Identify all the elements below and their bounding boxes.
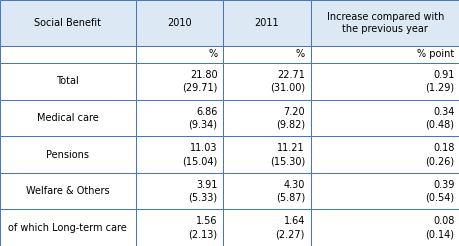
Text: 2010: 2010 — [167, 18, 191, 28]
Bar — [135, 63, 223, 100]
Text: 6.86
(9.34): 6.86 (9.34) — [188, 107, 217, 129]
Bar — [135, 136, 223, 173]
Text: Pensions: Pensions — [46, 150, 89, 160]
Text: Social Benefit: Social Benefit — [34, 18, 101, 28]
Text: 3.91
(5.33): 3.91 (5.33) — [188, 180, 217, 202]
Text: 11.03
(15.04): 11.03 (15.04) — [182, 143, 217, 166]
Text: Total: Total — [56, 77, 79, 87]
Text: of which Long-term care: of which Long-term care — [8, 223, 127, 233]
Bar — [135, 46, 223, 63]
Text: 11.21
(15.30): 11.21 (15.30) — [269, 143, 304, 166]
Text: 1.56
(2.13): 1.56 (2.13) — [188, 216, 217, 239]
Bar — [0, 136, 135, 173]
Text: Welfare & Others: Welfare & Others — [26, 186, 109, 196]
Bar — [0, 0, 135, 46]
Text: 21.80
(29.71): 21.80 (29.71) — [182, 70, 217, 93]
Bar — [310, 173, 459, 209]
Bar — [223, 100, 310, 136]
Bar — [223, 209, 310, 246]
Bar — [0, 173, 135, 209]
Text: 0.91
(1.29): 0.91 (1.29) — [425, 70, 453, 93]
Text: 0.18
(0.26): 0.18 (0.26) — [425, 143, 453, 166]
Bar — [0, 63, 135, 100]
Text: %: % — [208, 49, 217, 59]
Text: 0.08
(0.14): 0.08 (0.14) — [425, 216, 453, 239]
Bar — [310, 46, 459, 63]
Bar — [223, 136, 310, 173]
Bar — [0, 209, 135, 246]
Bar — [135, 0, 223, 46]
Text: % point: % point — [416, 49, 453, 59]
Text: Increase compared with
the previous year: Increase compared with the previous year — [326, 12, 443, 34]
Bar — [0, 100, 135, 136]
Bar — [135, 209, 223, 246]
Text: 0.34
(0.48): 0.34 (0.48) — [425, 107, 453, 129]
Bar — [310, 63, 459, 100]
Bar — [223, 0, 310, 46]
Text: 2011: 2011 — [254, 18, 279, 28]
Text: 0.39
(0.54): 0.39 (0.54) — [425, 180, 453, 202]
Bar — [0, 46, 135, 63]
Text: 7.20
(9.82): 7.20 (9.82) — [275, 107, 304, 129]
Text: 4.30
(5.87): 4.30 (5.87) — [275, 180, 304, 202]
Bar — [135, 100, 223, 136]
Bar — [223, 63, 310, 100]
Bar — [310, 100, 459, 136]
Bar — [310, 136, 459, 173]
Bar — [223, 46, 310, 63]
Bar — [310, 209, 459, 246]
Bar — [310, 0, 459, 46]
Text: Medical care: Medical care — [37, 113, 99, 123]
Text: 22.71
(31.00): 22.71 (31.00) — [269, 70, 304, 93]
Bar — [135, 173, 223, 209]
Bar — [223, 173, 310, 209]
Text: %: % — [295, 49, 304, 59]
Text: 1.64
(2.27): 1.64 (2.27) — [275, 216, 304, 239]
